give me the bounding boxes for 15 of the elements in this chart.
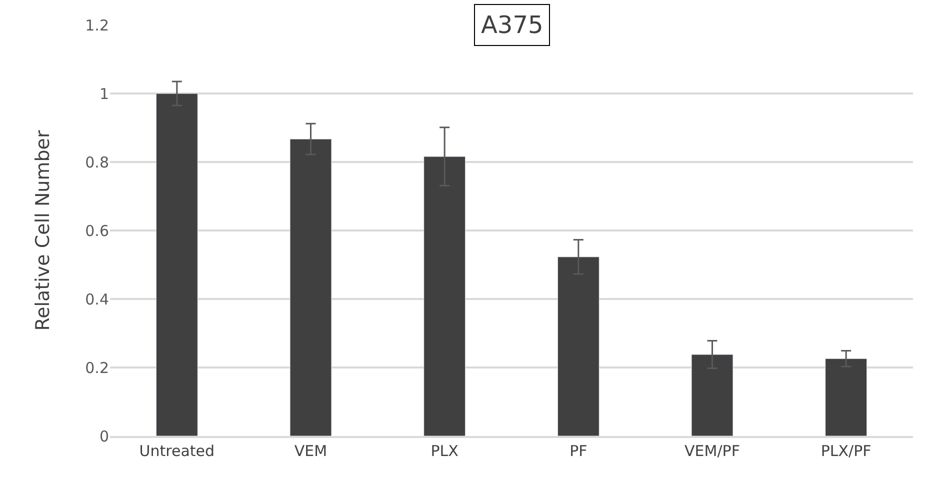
x-tick-label: PLX/PF bbox=[820, 442, 872, 460]
y-tick-label: 0 bbox=[99, 427, 109, 446]
y-tick-label: 1 bbox=[99, 84, 109, 103]
x-tick-label: PF bbox=[570, 442, 588, 460]
x-tick-label: VEM/PF bbox=[684, 442, 740, 460]
chart-title: A375 bbox=[481, 11, 544, 39]
y-tick-label: 0.2 bbox=[85, 358, 109, 377]
y-tick-label: 0.8 bbox=[85, 153, 109, 172]
x-tick-label: Untreated bbox=[139, 442, 215, 460]
y-tick-label: 0.4 bbox=[85, 290, 109, 308]
y-tick-label: 1.2 bbox=[85, 16, 109, 34]
y-axis-title: Relative Cell Number bbox=[32, 130, 54, 331]
x-tick-label: PLX bbox=[430, 442, 458, 460]
y-tick-label: 0.6 bbox=[85, 222, 109, 240]
x-tick-label: VEM bbox=[294, 442, 328, 460]
